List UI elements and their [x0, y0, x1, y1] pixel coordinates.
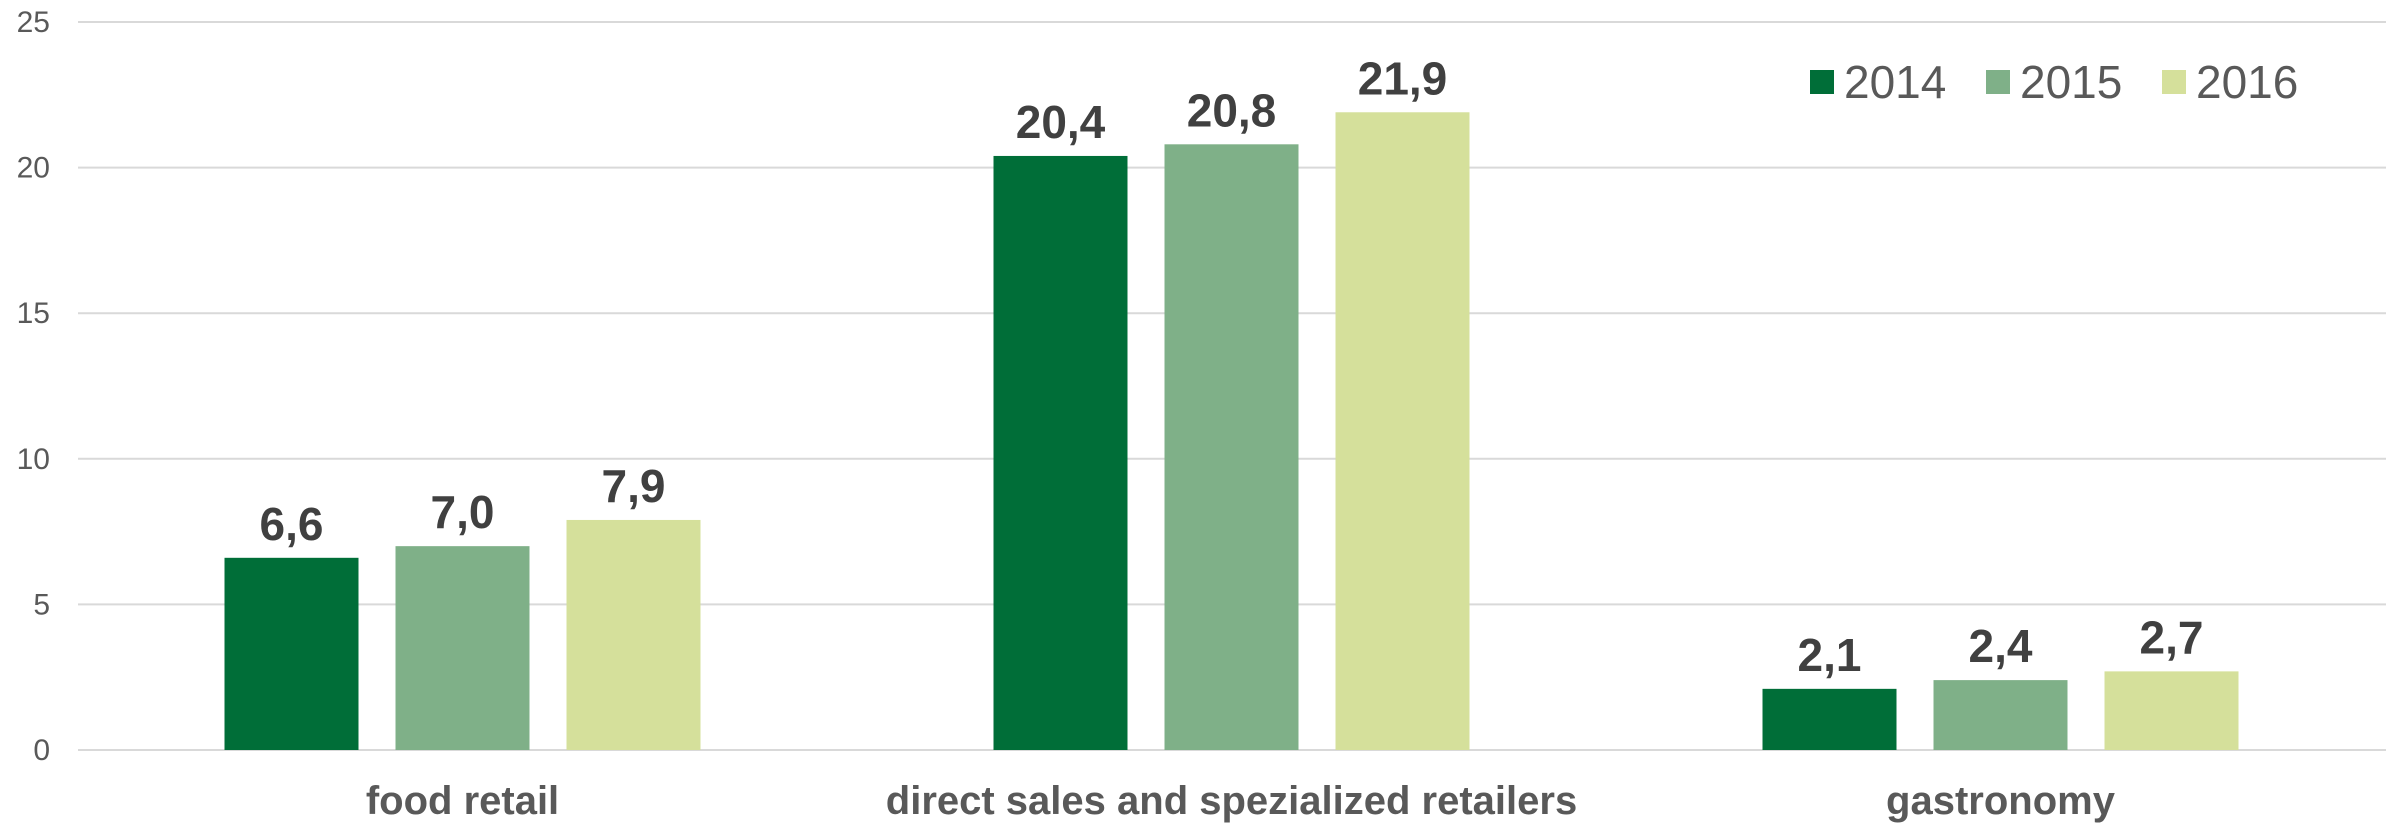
- bar-2014: [993, 155, 1128, 750]
- bars: [224, 112, 2239, 751]
- data-label: 2,4: [1969, 620, 2033, 672]
- legend: 2014 2015 2016: [1810, 56, 2298, 108]
- legend-label: 2014: [1844, 56, 1946, 108]
- legend-label: 2016: [2196, 56, 2298, 108]
- y-tick-label: 5: [33, 588, 50, 621]
- bar-2015: [395, 546, 530, 750]
- legend-swatch-2014: [1810, 70, 1834, 94]
- y-tick-label: 15: [17, 297, 50, 330]
- x-axis-category-labels: food retail direct sales and spezialized …: [366, 779, 2116, 823]
- legend-label: 2015: [2020, 56, 2122, 108]
- data-labels: 6,6 7,0 7,9 20,4 20,8 21,9 2,1 2,4 2,7: [260, 52, 2204, 681]
- x-category-label: direct sales and spezialized retailers: [886, 779, 1577, 823]
- bar-2015: [1164, 144, 1299, 750]
- data-label: 2,1: [1798, 629, 1862, 681]
- data-label: 6,6: [260, 498, 324, 550]
- y-tick-label: 20: [17, 152, 50, 185]
- legend-swatch-2015: [1986, 70, 2010, 94]
- data-label: 7,0: [431, 486, 495, 538]
- y-tick-label: 0: [33, 734, 50, 767]
- x-category-label: food retail: [366, 779, 559, 823]
- data-label: 2,7: [2140, 611, 2204, 663]
- data-label: 20,4: [1016, 96, 1106, 148]
- y-axis-tick-labels: 0 5 10 15 20 25: [17, 6, 50, 767]
- bar-2014: [224, 557, 359, 750]
- y-tick-label: 25: [17, 6, 50, 39]
- data-label: 20,8: [1187, 84, 1277, 136]
- data-label: 7,9: [602, 460, 666, 512]
- bar-2016: [2104, 671, 2239, 750]
- bar-2014: [1762, 688, 1897, 750]
- bar-2016: [566, 519, 701, 750]
- data-label: 21,9: [1358, 52, 1448, 104]
- bar-2016: [1335, 112, 1470, 751]
- x-category-label: gastronomy: [1886, 779, 2116, 823]
- bar-2015: [1933, 680, 2068, 750]
- legend-swatch-2016: [2162, 70, 2186, 94]
- y-tick-label: 10: [17, 443, 50, 476]
